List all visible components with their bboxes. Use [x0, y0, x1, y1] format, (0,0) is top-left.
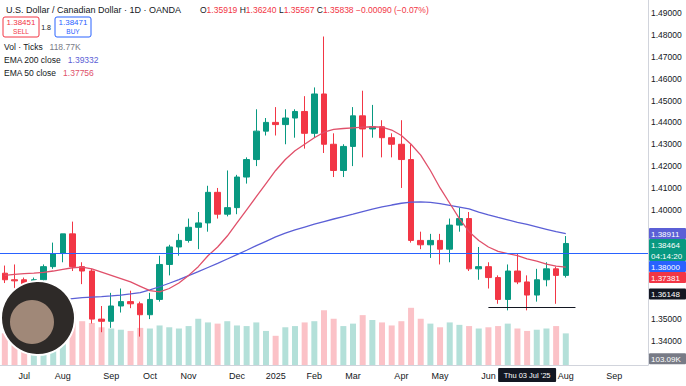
- svg-text:1.38911: 1.38911: [651, 230, 680, 239]
- svg-text:1.8: 1.8: [41, 24, 51, 31]
- svg-text:(−0.07%): (−0.07%): [394, 5, 429, 15]
- svg-text:H: H: [239, 4, 246, 15]
- svg-text:Apr: Apr: [394, 371, 408, 381]
- svg-text:1.38471: 1.38471: [59, 18, 88, 27]
- svg-text:1.44000: 1.44000: [651, 117, 682, 127]
- svg-text:1.46000: 1.46000: [651, 74, 682, 84]
- svg-text:1.47000: 1.47000: [651, 52, 682, 62]
- svg-text:Oct: Oct: [143, 371, 158, 381]
- svg-text:1.37381: 1.37381: [651, 274, 680, 283]
- svg-text:Nov: Nov: [181, 371, 198, 381]
- svg-text:1.49000: 1.49000: [651, 8, 682, 18]
- svg-text:1.36148: 1.36148: [651, 290, 680, 299]
- svg-text:1.37756: 1.37756: [63, 68, 94, 78]
- svg-text:2025: 2025: [266, 371, 286, 381]
- svg-text:04:14:20: 04:14:20: [651, 252, 683, 261]
- svg-text:Jun: Jun: [481, 371, 496, 381]
- svg-text:1.35838: 1.35838: [323, 5, 354, 15]
- svg-text:1.39332: 1.39332: [68, 55, 99, 65]
- svg-text:1.36240: 1.36240: [246, 5, 277, 15]
- svg-text:Feb: Feb: [307, 371, 323, 381]
- svg-text:Mar: Mar: [345, 371, 361, 381]
- svg-text:1.34000: 1.34000: [651, 336, 682, 346]
- svg-text:1.38451: 1.38451: [7, 18, 36, 27]
- svg-text:1.38464: 1.38464: [651, 241, 680, 250]
- svg-text:1.48000: 1.48000: [651, 30, 682, 40]
- svg-text:Jul: Jul: [18, 371, 30, 381]
- svg-text:1.42000: 1.42000: [651, 161, 682, 171]
- svg-text:1.38000: 1.38000: [651, 263, 680, 272]
- svg-text:103.09K: 103.09K: [651, 355, 681, 364]
- svg-text:1.35919: 1.35919: [207, 5, 238, 15]
- svg-text:May: May: [432, 371, 450, 381]
- svg-text:1.45000: 1.45000: [651, 96, 682, 106]
- svg-text:EMA 200 close: EMA 200 close: [4, 55, 61, 65]
- svg-text:EMA 50 close: EMA 50 close: [4, 68, 56, 78]
- svg-text:U.S. Dollar / Canadian Dollar: U.S. Dollar / Canadian Dollar · 1D · OAN…: [6, 5, 181, 15]
- svg-text:Aug: Aug: [55, 371, 71, 381]
- svg-text:Dec: Dec: [229, 371, 246, 381]
- svg-text:Thu 03 Jul '25: Thu 03 Jul '25: [504, 371, 551, 380]
- svg-text:1.35000: 1.35000: [651, 314, 682, 324]
- svg-text:1.43000: 1.43000: [651, 139, 682, 149]
- svg-text:Sep: Sep: [103, 371, 119, 381]
- svg-text:Vol · Ticks: Vol · Ticks: [4, 42, 43, 52]
- svg-text:Sep: Sep: [606, 371, 622, 381]
- svg-text:1.40000: 1.40000: [651, 205, 682, 215]
- svg-text:L: L: [278, 4, 284, 15]
- svg-text:SELL: SELL: [13, 28, 29, 35]
- svg-text:−0.00090: −0.00090: [356, 5, 392, 15]
- svg-text:BUY: BUY: [66, 28, 80, 35]
- svg-text:O: O: [200, 4, 207, 15]
- svg-text:118.77K: 118.77K: [50, 42, 81, 52]
- svg-text:1.41000: 1.41000: [651, 183, 682, 193]
- svg-text:Aug: Aug: [558, 371, 574, 381]
- svg-text:1.35567: 1.35567: [284, 5, 315, 15]
- svg-text:C: C: [316, 4, 323, 15]
